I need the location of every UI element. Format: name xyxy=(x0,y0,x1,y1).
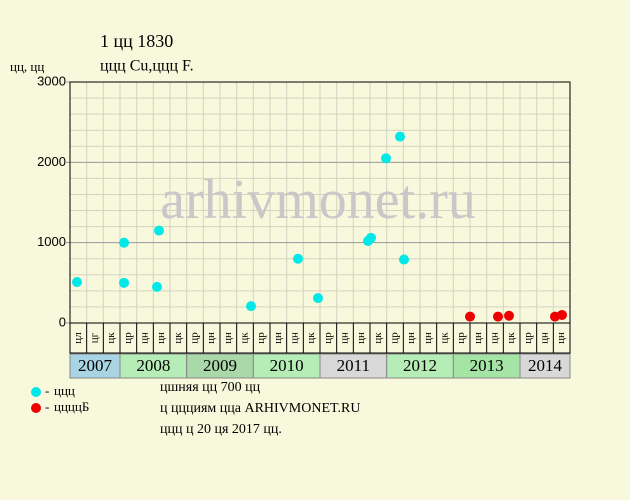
year-label: 2013 xyxy=(470,356,504,375)
column-label: цр xyxy=(189,332,201,344)
column-label: цн xyxy=(272,332,284,344)
column-label: цр xyxy=(522,332,534,344)
note: ц ццциям цца ARHIVMONET.RU xyxy=(160,401,360,416)
column-label: цл xyxy=(72,332,84,344)
column-label: цн xyxy=(222,332,234,344)
year-label: 2008 xyxy=(136,356,170,375)
year-label: 2009 xyxy=(203,356,237,375)
column-label: цр xyxy=(122,332,134,344)
legend-marker xyxy=(31,403,41,413)
point xyxy=(366,232,376,243)
column-label: цк xyxy=(372,332,384,344)
point xyxy=(395,131,405,142)
note: цшняя цц 700 цц xyxy=(160,380,261,395)
point xyxy=(381,153,391,164)
year-cell xyxy=(452,353,521,379)
point xyxy=(119,237,129,248)
year-label: 2007 xyxy=(78,356,113,375)
year-label: 2014 xyxy=(528,356,563,375)
year-label: 2011 xyxy=(337,356,370,375)
column-label: цр xyxy=(389,332,401,344)
column-label: цк xyxy=(172,332,184,344)
point xyxy=(72,277,82,288)
point xyxy=(313,293,323,304)
point xyxy=(399,254,409,265)
column-label: цр xyxy=(455,332,467,344)
column-label: цк xyxy=(439,332,451,344)
column-label: цн xyxy=(339,332,351,344)
year-cell xyxy=(386,353,454,379)
point xyxy=(465,311,475,322)
chart-subtitle: ццц Cu,ццц F. xyxy=(100,58,194,75)
point xyxy=(293,253,303,264)
column-label: цн xyxy=(205,332,217,344)
point xyxy=(152,281,162,292)
column-label: цн xyxy=(289,332,301,344)
point xyxy=(246,301,256,312)
legend-marker xyxy=(31,387,41,397)
y-axis-label: цц, цц xyxy=(10,59,44,74)
year-cell xyxy=(69,353,121,379)
column-label: цн xyxy=(422,332,434,344)
column-label: цр xyxy=(255,332,267,344)
point xyxy=(504,310,514,321)
legend-dash: - xyxy=(45,399,49,414)
column-label: цг xyxy=(89,332,101,343)
year-label: 2012 xyxy=(403,356,437,375)
y-tick-label: 1000 xyxy=(37,234,66,249)
year-cell xyxy=(119,353,188,379)
column-label: цн xyxy=(472,332,484,344)
year-label: 2010 xyxy=(270,356,304,375)
column-label: цн xyxy=(139,332,151,344)
point xyxy=(154,225,164,236)
column-label: цк xyxy=(239,332,251,344)
year-cell xyxy=(252,353,321,379)
column-label: цн xyxy=(405,332,417,344)
year-cell xyxy=(319,353,388,379)
column-label: цк xyxy=(505,332,517,344)
column-label: цн xyxy=(355,332,367,344)
y-tick-label: 3000 xyxy=(37,73,66,88)
legend-dash: - xyxy=(45,383,49,398)
point xyxy=(493,311,503,322)
y-tick-label: 0 xyxy=(59,314,66,329)
legend-label: ццццБ xyxy=(54,399,89,414)
column-label: цк xyxy=(105,332,117,344)
column-label: цн xyxy=(155,332,167,344)
chart-title: 1 цц 1830 xyxy=(100,31,173,51)
year-cell xyxy=(519,353,571,379)
point xyxy=(557,309,567,320)
column-label: цр xyxy=(322,332,334,344)
watermark: arhivmonet.ru xyxy=(160,169,476,231)
column-label: цк xyxy=(305,332,317,344)
point xyxy=(119,277,129,288)
column-label: цн xyxy=(489,332,501,344)
column-label: цн xyxy=(539,332,551,344)
legend-label: ццц xyxy=(54,383,75,398)
y-tick-label: 2000 xyxy=(37,154,66,169)
column-label: цн xyxy=(555,332,567,344)
note: ццц ц 20 ця 2017 цц. xyxy=(160,422,282,437)
